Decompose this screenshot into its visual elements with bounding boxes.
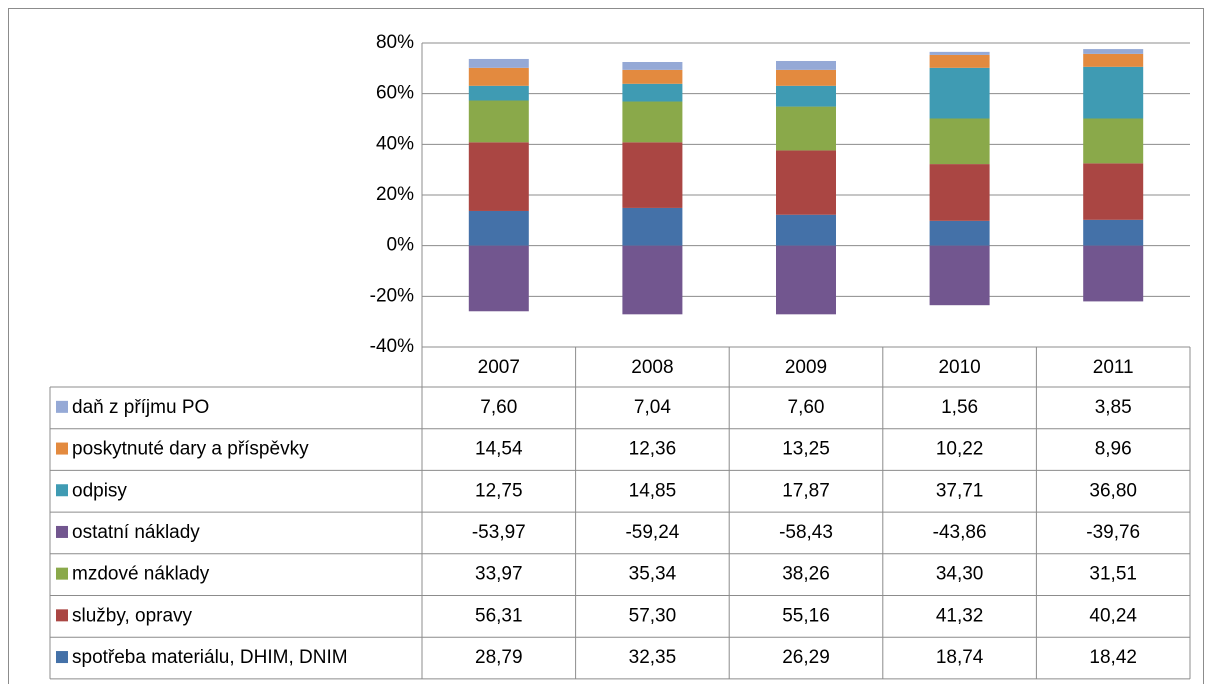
- bar-segment: [776, 245, 836, 315]
- bar-segment: [776, 69, 836, 86]
- chart-frame: [8, 8, 1204, 684]
- bar-segment: [776, 85, 836, 107]
- table-cell: 36,80: [1089, 480, 1137, 501]
- table-cell: 33,97: [475, 564, 523, 585]
- bar-segment: [468, 100, 529, 143]
- table-cell: 12,75: [475, 480, 523, 501]
- y-tick-label: 0%: [387, 235, 415, 256]
- table-cell: 8,96: [1095, 439, 1132, 460]
- legend-swatch: [56, 484, 68, 497]
- bar-segment: [1083, 245, 1144, 302]
- legend-swatch: [56, 400, 68, 413]
- bar-segment: [929, 51, 990, 55]
- bar-segment: [1083, 49, 1144, 54]
- bar-segment: [622, 101, 683, 143]
- bar-segment: [929, 245, 990, 306]
- table-cell: 12,36: [629, 439, 677, 460]
- bar-segment: [929, 220, 990, 246]
- table-cell: 17,87: [782, 480, 830, 501]
- table-cell: 1,56: [941, 397, 978, 418]
- bar-segment: [1083, 163, 1144, 220]
- table-cell: 10,22: [936, 439, 984, 460]
- table-cell: 14,54: [475, 439, 523, 460]
- y-tick-label: 20%: [376, 184, 414, 205]
- table-cell: 13,25: [782, 439, 830, 460]
- table-cell: 34,30: [936, 564, 984, 585]
- bar-segment: [929, 118, 990, 165]
- bar-segment: [1083, 118, 1144, 164]
- table-cell: 41,32: [936, 605, 984, 626]
- table-cell: -53,97: [472, 522, 526, 543]
- table-cell: 56,31: [475, 605, 523, 626]
- legend-label: spotřeba materiálu, DHIM, DNIM: [72, 647, 348, 668]
- table-cell: 7,60: [480, 397, 517, 418]
- bar-segment: [1083, 66, 1144, 119]
- bar-segment: [622, 245, 683, 315]
- bar-segment: [468, 67, 529, 86]
- y-tick-label: -20%: [370, 285, 414, 306]
- bar-segment: [929, 164, 990, 221]
- table-cell: -58,43: [779, 522, 833, 543]
- table-cell: 32,35: [629, 647, 677, 668]
- y-tick-label: -40%: [370, 336, 414, 357]
- table-cell: -39,76: [1086, 522, 1140, 543]
- x-tick-label: 2007: [478, 357, 520, 378]
- table-cell: 7,60: [788, 397, 825, 418]
- table-cell: 28,79: [475, 647, 523, 668]
- legend-swatch: [56, 567, 68, 580]
- bar-segment: [468, 210, 529, 246]
- bar-segment: [622, 142, 683, 208]
- table-cell: 7,04: [634, 397, 671, 418]
- table-cell: 37,71: [936, 480, 984, 501]
- legend-label: služby, opravy: [72, 605, 193, 626]
- table-cell: -43,86: [933, 522, 987, 543]
- legend-label: ostatní náklady: [72, 522, 200, 543]
- table-cell: 31,51: [1089, 564, 1137, 585]
- table-cell: 55,16: [782, 605, 830, 626]
- bar-segment: [468, 142, 529, 211]
- legend-label: mzdové náklady: [72, 564, 210, 585]
- bar-segment: [929, 54, 990, 68]
- x-tick-label: 2010: [938, 357, 980, 378]
- legend-swatch: [56, 525, 68, 538]
- x-tick-label: 2008: [631, 357, 673, 378]
- table-cell: 3,85: [1095, 397, 1132, 418]
- bar-segment: [776, 214, 836, 246]
- bar-segment: [776, 60, 836, 70]
- table-cell: 57,30: [629, 605, 677, 626]
- table-cell: -59,24: [625, 522, 679, 543]
- table-cell: 18,74: [936, 647, 984, 668]
- legend-label: daň z příjmu PO: [72, 397, 209, 418]
- x-tick-label: 2011: [1093, 357, 1134, 378]
- y-tick-label: 80%: [376, 32, 414, 53]
- table-cell: 40,24: [1089, 605, 1137, 626]
- bar-segment: [468, 245, 529, 312]
- y-tick-label: 40%: [376, 133, 414, 154]
- bar-segment: [622, 83, 683, 102]
- legend-swatch: [56, 442, 68, 455]
- y-tick-label: 60%: [376, 83, 414, 104]
- bar-segment: [622, 69, 683, 84]
- bar-segment: [1083, 53, 1144, 67]
- bar-segment: [776, 106, 836, 151]
- x-tick-label: 2009: [785, 357, 827, 378]
- table-cell: 26,29: [782, 647, 830, 668]
- table-cell: 38,26: [782, 564, 830, 585]
- table-cell: 14,85: [629, 480, 677, 501]
- legend-label: odpisy: [72, 480, 127, 501]
- bar-segment: [622, 207, 683, 246]
- bar-segment: [1083, 219, 1144, 246]
- legend-swatch: [56, 609, 68, 622]
- bar-segment: [622, 62, 683, 70]
- table-cell: 18,42: [1089, 647, 1137, 668]
- table-cell: 35,34: [629, 564, 677, 585]
- bar-segment: [468, 85, 529, 101]
- bar-segment: [468, 58, 529, 68]
- bar-segment: [929, 67, 990, 119]
- legend-label: poskytnuté dary a příspěvky: [72, 439, 309, 460]
- legend-swatch: [56, 651, 68, 664]
- bar-segment: [776, 150, 836, 215]
